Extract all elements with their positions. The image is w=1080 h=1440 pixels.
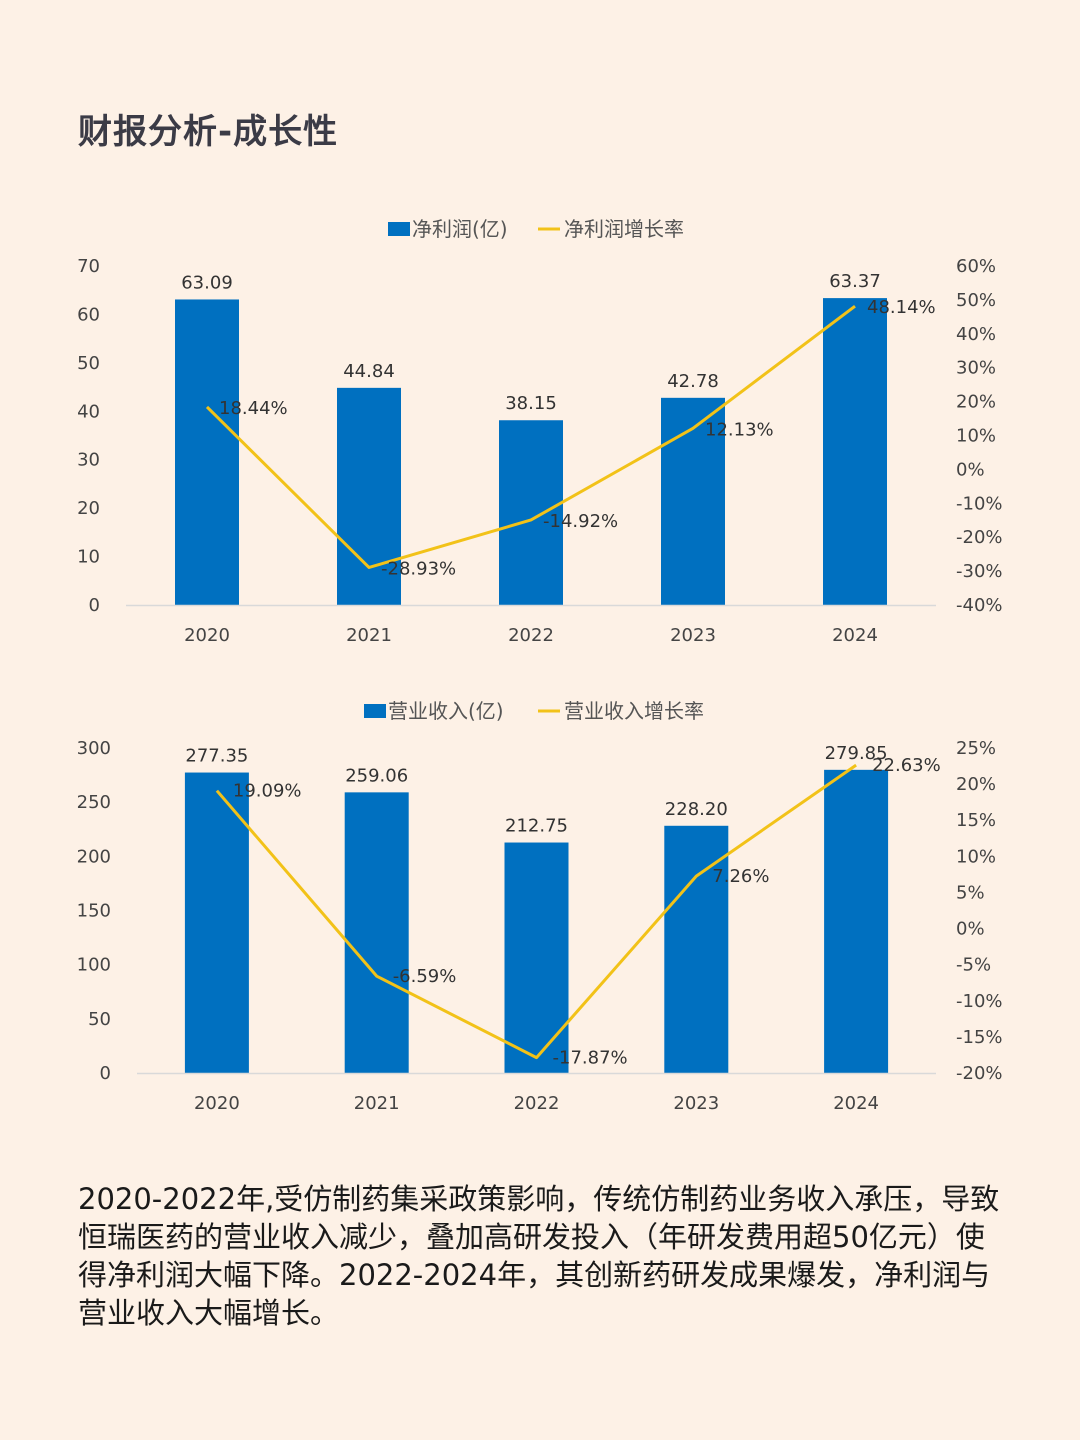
- bar-value-label: 277.35: [185, 746, 248, 767]
- y2-tick-label: 20%: [956, 392, 996, 413]
- y2-tick-label: 10%: [956, 846, 996, 867]
- bar: [504, 842, 569, 1073]
- y2-tick-label: 15%: [956, 810, 996, 831]
- legend-bar-swatch: [388, 222, 410, 236]
- bar-value-label: 212.75: [505, 816, 568, 837]
- growth-line: [215, 763, 857, 1060]
- y-tick-label: 100: [77, 955, 111, 976]
- y-tick-label: 30: [77, 450, 100, 471]
- y2-tick-label: -20%: [956, 527, 1003, 548]
- line-value-label: 22.63%: [872, 755, 941, 776]
- x-tick-label: 2023: [670, 625, 716, 646]
- summary-text: 2020-2022年,受仿制药集采政策影响，传统仿制药业务收入承压，导致恒瑞医药…: [78, 1182, 1000, 1330]
- y-tick-label: 40: [77, 401, 100, 422]
- y2-tick-label: -30%: [956, 561, 1003, 582]
- x-tick-label: 2024: [833, 1093, 879, 1114]
- y-tick-label: 300: [77, 738, 111, 759]
- line-value-label: -17.87%: [553, 1048, 628, 1069]
- bar-value-label: 279.85: [825, 743, 888, 764]
- y-tick-label: 50: [88, 1009, 111, 1030]
- bar: [661, 397, 725, 605]
- line-value-label: -28.93%: [381, 558, 456, 579]
- bar: [664, 825, 729, 1073]
- y2-tick-label: 0%: [956, 459, 985, 480]
- bar-value-label: 44.84: [343, 361, 395, 382]
- y2-tick-label: 5%: [956, 882, 985, 903]
- y2-tick-label: 30%: [956, 358, 996, 379]
- y-tick-label: 250: [77, 792, 111, 813]
- bar-value-label: 42.78: [667, 371, 719, 392]
- y2-tick-label: 50%: [956, 290, 996, 311]
- y-tick-label: 20: [77, 498, 100, 519]
- y-tick-label: 150: [77, 901, 111, 922]
- y2-tick-label: 25%: [956, 738, 996, 759]
- bar-value-label: 228.20: [665, 799, 728, 820]
- growth-line: [205, 305, 856, 569]
- x-tick-label: 2023: [673, 1093, 719, 1114]
- bar: [824, 769, 889, 1073]
- y2-tick-label: 20%: [956, 774, 996, 795]
- legend-line-label: 营业收入增长率: [564, 699, 704, 723]
- bar-value-label: 38.15: [505, 393, 557, 414]
- x-tick-label: 2022: [514, 1093, 560, 1114]
- revenue-chart: 营业收入(亿) 营业收入增长率 0 50 100 150 200 250 300 -20% -15%…: [77, 699, 1003, 1114]
- bar: [344, 792, 409, 1073]
- legend-bar-label: 营业收入(亿): [388, 699, 504, 723]
- y2-tick-label: -40%: [956, 595, 1003, 616]
- y-tick-label: 70: [77, 256, 100, 277]
- line-value-label: 48.14%: [867, 297, 936, 318]
- legend-bar-swatch: [364, 704, 386, 718]
- y2-tick-label: -10%: [956, 991, 1003, 1012]
- y2-tick-label: -10%: [956, 493, 1003, 514]
- x-tick-label: 2024: [832, 625, 878, 646]
- y2-tick-label: -20%: [956, 1063, 1003, 1084]
- x-tick-label: 2021: [346, 625, 392, 646]
- page-title: 财报分析-成长性: [78, 112, 339, 152]
- legend-line-label: 净利润增长率: [564, 217, 684, 241]
- bar: [823, 298, 887, 605]
- bar: [184, 772, 249, 1073]
- y2-tick-label: 10%: [956, 426, 996, 447]
- line-value-label: -14.92%: [543, 511, 618, 532]
- x-tick-label: 2020: [184, 625, 230, 646]
- line-value-label: 18.44%: [219, 398, 288, 419]
- x-tick-label: 2021: [354, 1093, 400, 1114]
- y2-tick-label: 60%: [956, 256, 996, 277]
- y2-tick-label: 0%: [956, 919, 985, 940]
- bar-value-label: 63.09: [181, 272, 233, 293]
- legend-bar-label: 净利润(亿): [412, 217, 508, 241]
- y-tick-label: 60: [77, 304, 100, 325]
- y-tick-label: 200: [77, 846, 111, 867]
- line-value-label: -6.59%: [393, 966, 457, 987]
- y-tick-label: 50: [77, 353, 100, 374]
- y-tick-label: 0: [89, 595, 100, 616]
- bar-value-label: 63.37: [829, 271, 881, 292]
- bar: [175, 299, 239, 605]
- bar-value-label: 259.06: [345, 765, 408, 786]
- y2-tick-label: 40%: [956, 324, 996, 345]
- line-value-label: 19.09%: [233, 781, 302, 802]
- bar: [499, 420, 563, 605]
- y-tick-label: 10: [77, 547, 100, 568]
- line-value-label: 7.26%: [712, 866, 769, 887]
- line-value-label: 12.13%: [705, 419, 774, 440]
- y-tick-label: 0: [100, 1063, 111, 1084]
- x-tick-label: 2022: [508, 625, 554, 646]
- y2-tick-label: -15%: [956, 1027, 1003, 1048]
- x-tick-label: 2020: [194, 1093, 240, 1114]
- y2-tick-label: -5%: [956, 955, 991, 976]
- net-profit-chart: 净利润(亿) 净利润增长率 0 10 20 30 40 50 60 70 -40% -30% -20% -…: [77, 217, 1003, 646]
